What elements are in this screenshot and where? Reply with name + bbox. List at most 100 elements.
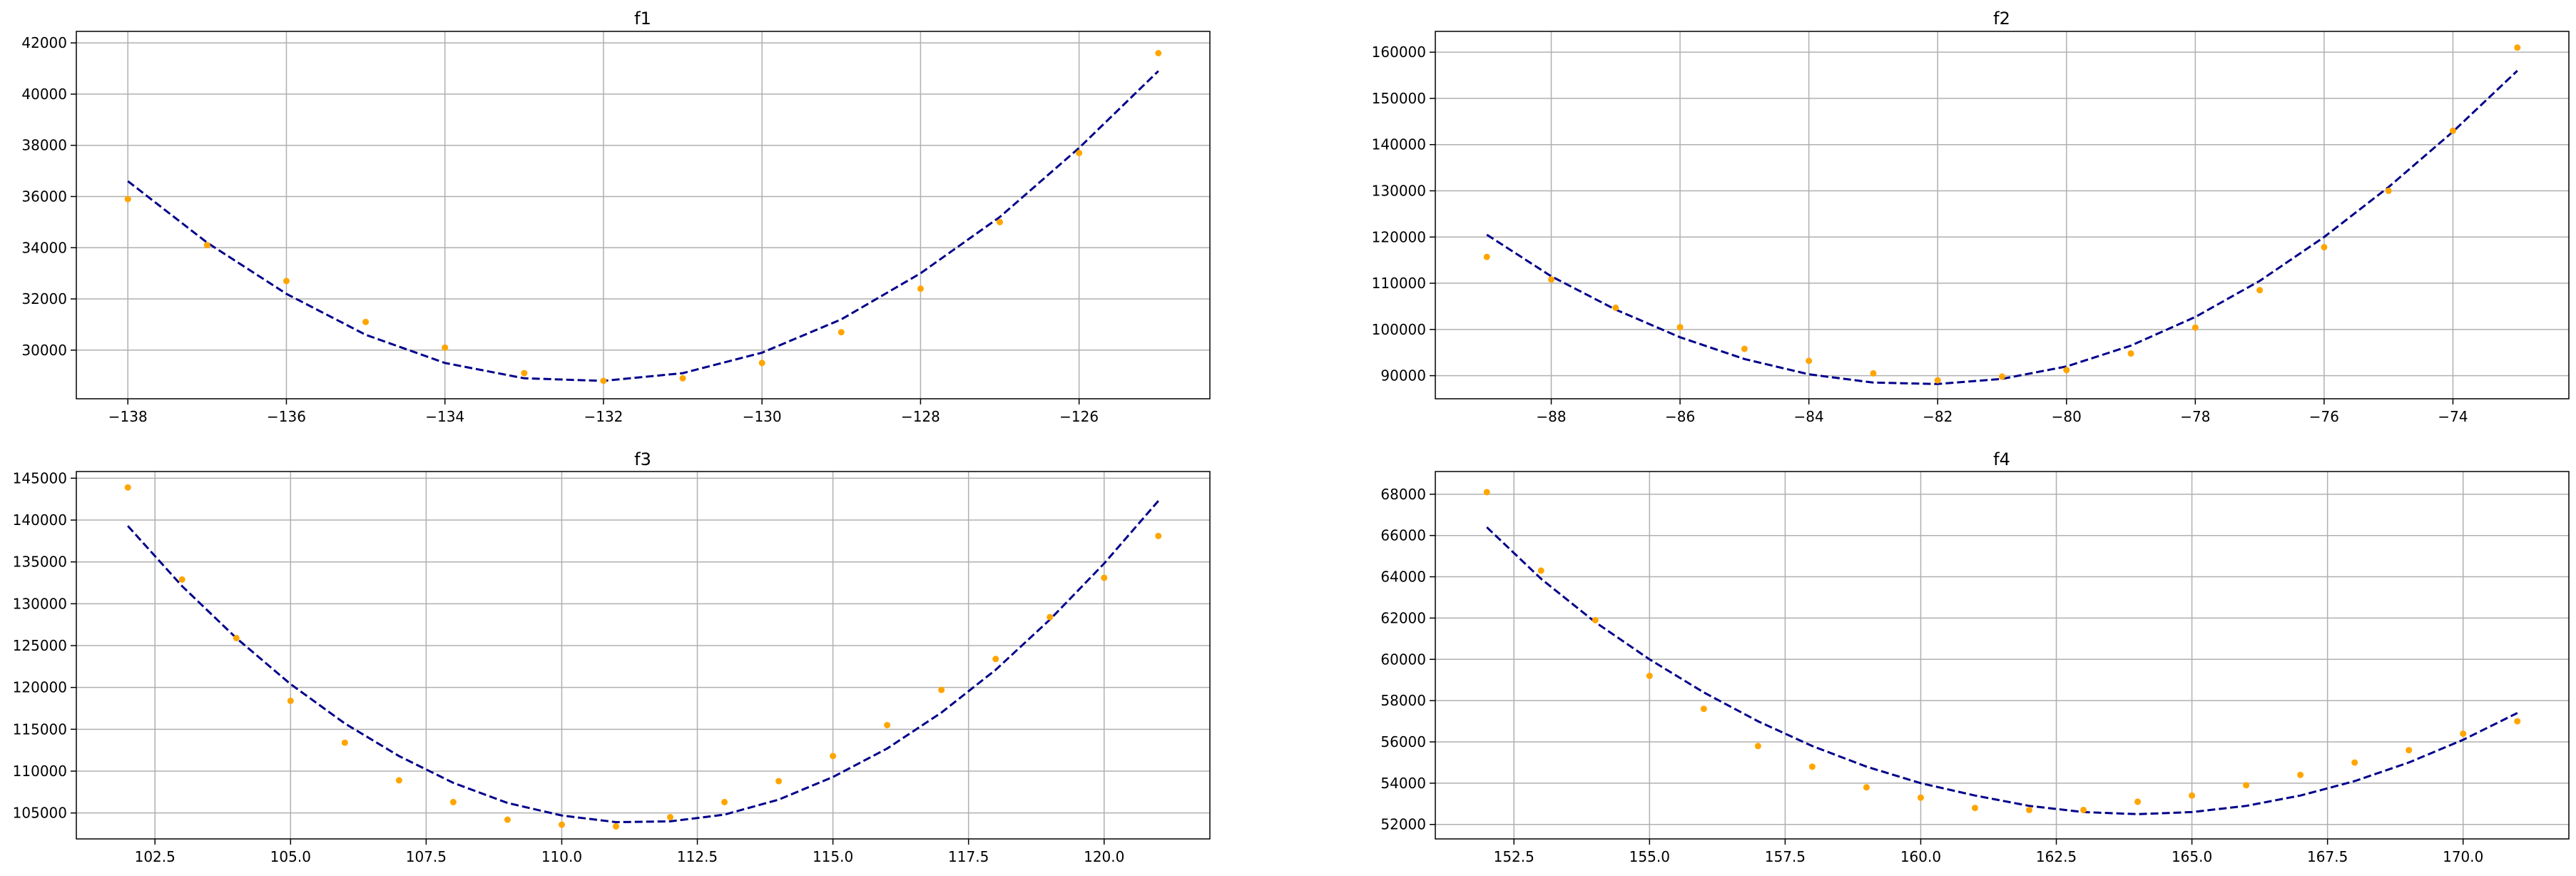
y-tick-label: 32000 xyxy=(21,290,67,307)
data-point xyxy=(992,656,999,663)
data-point xyxy=(395,777,402,784)
y-tick-label: 52000 xyxy=(1380,816,1426,833)
x-tick-label: −86 xyxy=(1665,408,1695,425)
data-point xyxy=(2243,782,2250,789)
y-tick-label: 140000 xyxy=(13,511,67,529)
y-tick-label: 36000 xyxy=(21,188,67,205)
x-tick-label: 157.5 xyxy=(1765,848,1806,865)
y-tick-label: 105000 xyxy=(13,805,67,822)
x-tick-label: −78 xyxy=(2180,408,2210,425)
x-tick-label: −74 xyxy=(2438,408,2468,425)
data-point xyxy=(2080,806,2087,813)
data-point xyxy=(1646,672,1653,679)
data-point xyxy=(775,778,783,785)
y-tick-label: 64000 xyxy=(1380,569,1426,586)
y-tick-label: 110000 xyxy=(1372,275,1426,292)
y-tick-label: 150000 xyxy=(1372,90,1426,107)
x-tick-label: 160.0 xyxy=(1900,848,1941,865)
data-point xyxy=(997,218,1004,225)
data-points xyxy=(124,50,1162,384)
axes-frame xyxy=(76,471,1211,840)
chart-title: f2 xyxy=(1993,9,2010,29)
y-tick-label: 40000 xyxy=(21,86,67,103)
x-tick-label: 112.5 xyxy=(677,848,718,865)
data-point xyxy=(679,375,686,382)
chart-title: f4 xyxy=(1993,449,2010,469)
data-point xyxy=(282,277,290,285)
chart-title: f3 xyxy=(634,449,651,469)
axes-frame xyxy=(1435,471,2570,840)
data-point xyxy=(1483,253,1490,260)
data-point xyxy=(2026,806,2033,813)
y-tick-label: 140000 xyxy=(1372,136,1426,153)
axes: −138 −136 −134 −132 −130 −128 −126 30000 32000 34… xyxy=(21,34,1099,425)
data-point xyxy=(442,344,449,351)
x-tick-label: 167.5 xyxy=(2307,848,2348,865)
y-tick-label: 110000 xyxy=(13,763,67,780)
grid xyxy=(76,31,1210,399)
chart-f1: f1 −138 −136 −134 −132 −130 −128 −126 30000 3200… xyxy=(21,9,1211,425)
data-point xyxy=(1808,763,1816,770)
data-point xyxy=(362,318,370,325)
y-tick-label: 60000 xyxy=(1380,651,1426,668)
data-point xyxy=(1917,794,1924,801)
data-point xyxy=(1754,743,1761,750)
x-tick-label: −128 xyxy=(901,408,940,425)
data-point xyxy=(124,484,131,491)
data-point xyxy=(1537,567,1544,574)
data-point xyxy=(2351,759,2358,766)
grid xyxy=(1435,31,2569,399)
data-point xyxy=(233,634,240,641)
data-point xyxy=(600,377,607,384)
x-tick-label: −132 xyxy=(584,408,623,425)
chart-f3: f3 102.5 105.0 107.5 110.0 112.5 115.0 117.5 12… xyxy=(13,449,1211,865)
data-point xyxy=(504,816,511,823)
y-tick-label: 68000 xyxy=(1380,486,1426,503)
y-tick-label: 66000 xyxy=(1380,527,1426,544)
x-tick-label: 105.0 xyxy=(270,848,311,865)
x-tick-label: 115.0 xyxy=(813,848,853,865)
data-point xyxy=(2134,798,2142,805)
data-points xyxy=(1483,489,2521,813)
axes-frame xyxy=(1435,31,2570,399)
y-tick-label: 58000 xyxy=(1380,692,1426,709)
data-point xyxy=(2256,287,2264,294)
data-point xyxy=(1047,613,1054,621)
x-tick-label: 162.5 xyxy=(2036,848,2077,865)
x-tick-label: 170.0 xyxy=(2443,848,2483,865)
data-point xyxy=(1863,784,1870,791)
chart-title: f1 xyxy=(634,9,651,29)
data-points xyxy=(1483,44,2521,384)
data-point xyxy=(1592,616,1599,623)
y-tick-label: 56000 xyxy=(1380,733,1426,750)
y-tick-label: 120000 xyxy=(13,679,67,696)
data-point xyxy=(341,739,348,746)
data-point xyxy=(1934,377,1941,384)
x-tick-label: 155.0 xyxy=(1629,848,1670,865)
data-point xyxy=(2297,771,2304,778)
data-point xyxy=(1612,304,1619,311)
y-tick-label: 30000 xyxy=(21,342,67,359)
data-point xyxy=(2514,718,2521,725)
axes: 102.5 105.0 107.5 110.0 112.5 115.0 117.5 120.0… xyxy=(13,469,1125,865)
fit-line xyxy=(1486,526,2518,815)
plot-area xyxy=(1435,472,2569,839)
axes-frame xyxy=(76,31,1211,399)
x-tick-label: −84 xyxy=(1794,408,1824,425)
y-tick-label: 120000 xyxy=(1372,228,1426,245)
data-point xyxy=(1999,373,2005,380)
data-point xyxy=(203,242,210,249)
x-tick-label: −76 xyxy=(2309,408,2339,425)
x-tick-label: −126 xyxy=(1059,408,1099,425)
data-point xyxy=(521,370,528,377)
data-point xyxy=(2063,367,2070,374)
data-point xyxy=(1101,574,1108,581)
grid xyxy=(1435,472,2569,839)
y-tick-label: 54000 xyxy=(1380,775,1426,792)
y-tick-label: 100000 xyxy=(1372,321,1426,338)
data-point xyxy=(1676,324,1684,331)
data-point xyxy=(1483,489,1490,496)
data-point xyxy=(1548,276,1555,283)
plot-area xyxy=(76,31,1210,399)
